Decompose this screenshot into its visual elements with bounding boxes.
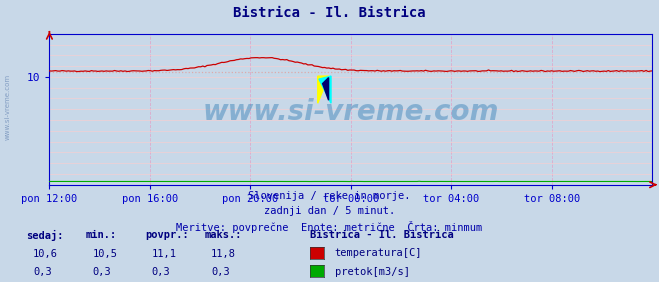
Text: Bistrica - Il. Bistrica: Bistrica - Il. Bistrica [233, 6, 426, 20]
Text: www.si-vreme.com: www.si-vreme.com [203, 98, 499, 126]
Text: pretok[m3/s]: pretok[m3/s] [335, 266, 410, 277]
Polygon shape [319, 76, 331, 103]
Text: 11,1: 11,1 [152, 249, 177, 259]
Text: Meritve: povprečne  Enote: metrične  Črta: minmum: Meritve: povprečne Enote: metrične Črta:… [177, 221, 482, 233]
Text: 0,3: 0,3 [211, 267, 229, 277]
Text: 0,3: 0,3 [33, 267, 51, 277]
Text: 10,5: 10,5 [92, 249, 117, 259]
Text: sedaj:: sedaj: [26, 230, 64, 241]
Polygon shape [318, 76, 329, 103]
Text: zadnji dan / 5 minut.: zadnji dan / 5 minut. [264, 206, 395, 217]
Text: temperatura[C]: temperatura[C] [335, 248, 422, 258]
Text: 11,8: 11,8 [211, 249, 236, 259]
Polygon shape [322, 78, 329, 100]
Text: 10,6: 10,6 [33, 249, 58, 259]
Text: Slovenija / reke in morje.: Slovenija / reke in morje. [248, 191, 411, 201]
Text: 0,3: 0,3 [152, 267, 170, 277]
Text: maks.:: maks.: [204, 230, 242, 241]
Text: min.:: min.: [86, 230, 117, 241]
Text: www.si-vreme.com: www.si-vreme.com [5, 74, 11, 140]
Text: 0,3: 0,3 [92, 267, 111, 277]
Text: Bistrica - Il. Bistrica: Bistrica - Il. Bistrica [310, 230, 453, 241]
Text: povpr.:: povpr.: [145, 230, 188, 241]
